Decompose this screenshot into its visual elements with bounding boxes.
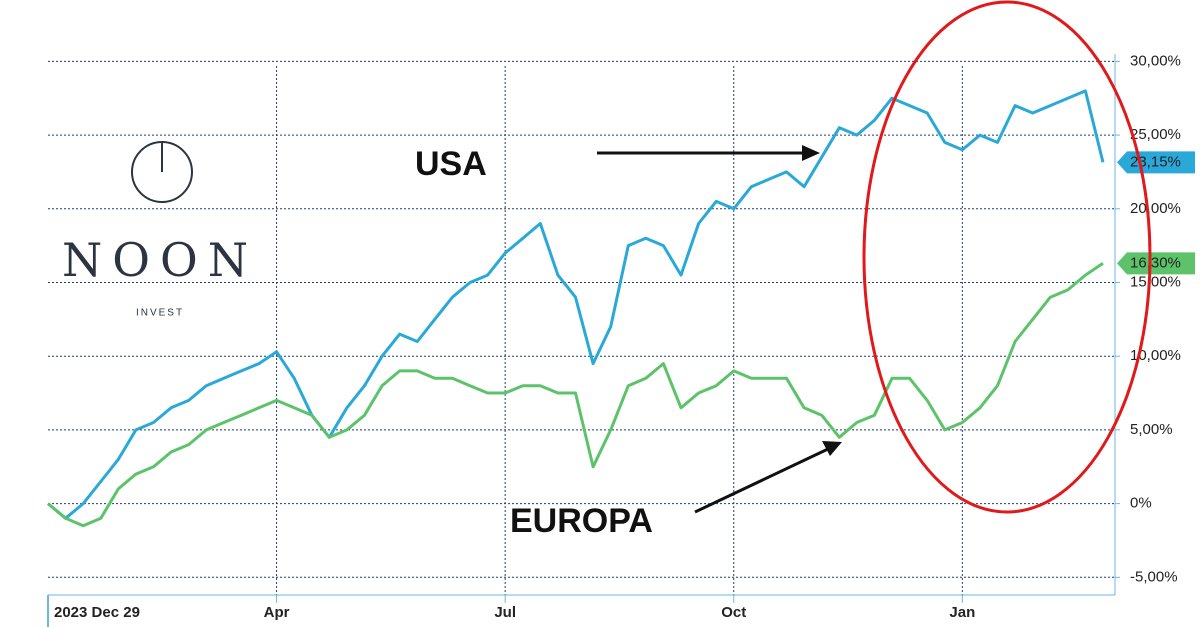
y-tick-label: 20,00%	[1130, 200, 1181, 217]
logo-tagline: INVEST	[136, 308, 184, 319]
y-tick-label: 15,00%	[1130, 273, 1181, 290]
series-line	[47, 262, 1104, 528]
y-tick-label: 10,00%	[1130, 347, 1181, 364]
x-tick-label: Apr	[264, 604, 290, 621]
plot: -5,00% 0% 5,00% 10,00% 15,00% 20,00% 25,00% 30,…	[47, 52, 1195, 627]
logo-name: NOON	[62, 233, 258, 287]
annotation: EUROPA	[510, 502, 653, 540]
y-tick-label: 0%	[1130, 495, 1152, 512]
highlight-ellipse	[862, 0, 1152, 514]
arrow	[694, 447, 829, 514]
y-tick-label: 25,00%	[1130, 126, 1181, 143]
arrow-head	[802, 145, 820, 161]
x-tick-label: Jul	[494, 604, 516, 621]
y-tick-label: 30,00%	[1130, 52, 1181, 69]
x-tick-label: Jan	[949, 604, 975, 621]
x-tick-label: Oct	[721, 604, 746, 621]
value-badge	[1117, 151, 1195, 174]
annotation: USA	[415, 145, 487, 183]
y-tick-label: -5,00%	[1130, 568, 1178, 585]
value-label: 16,30%	[1130, 254, 1181, 271]
x-tick-label: 2023 Dec 29	[54, 604, 140, 621]
y-tick-label: 5,00%	[1130, 421, 1173, 438]
arrow-head	[822, 441, 842, 456]
value-label: 23,15%	[1130, 153, 1181, 170]
value-badge	[1117, 252, 1195, 275]
series-line	[47, 89, 1105, 520]
